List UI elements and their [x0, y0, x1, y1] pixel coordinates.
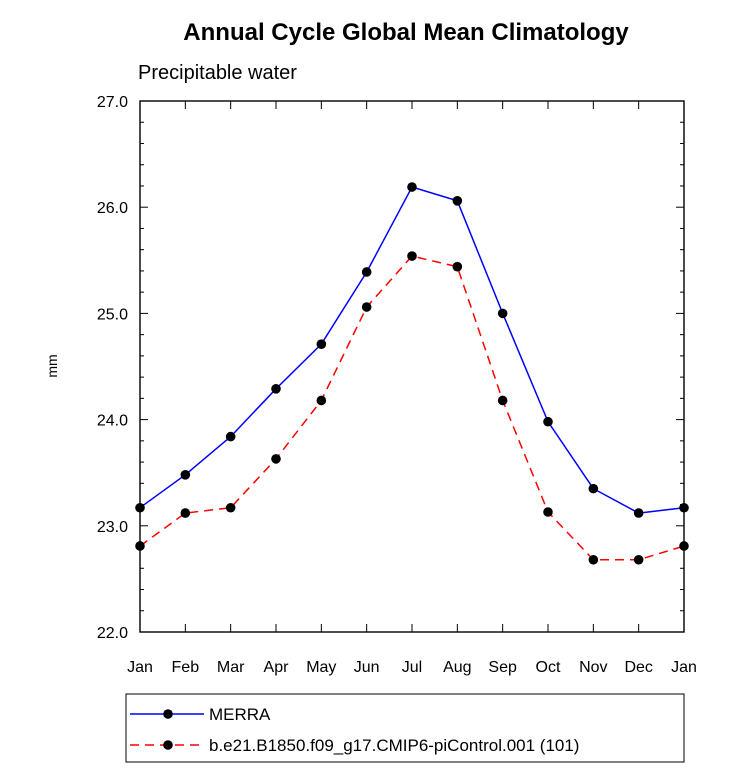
series-layer — [135, 182, 689, 565]
data-point — [361, 267, 372, 277]
y-axis-label: mm — [44, 354, 60, 377]
data-point — [452, 261, 463, 272]
axis-ticks — [139, 100, 685, 633]
data-point — [497, 395, 508, 406]
data-point — [679, 541, 689, 551]
data-point — [180, 508, 191, 518]
x-tick-label: Nov — [579, 659, 607, 676]
x-tick-label: Aug — [443, 659, 471, 676]
data-point — [271, 454, 281, 464]
data-point — [135, 502, 145, 513]
chart-title: Annual Cycle Global Mean Climatology — [183, 19, 629, 46]
x-tick-label: Jun — [354, 659, 380, 676]
data-point — [452, 196, 463, 206]
legend-box — [125, 693, 685, 763]
data-point — [407, 182, 417, 192]
x-tick-label: Dec — [624, 659, 652, 676]
series-line-1 — [139, 186, 685, 514]
legend: MERRA b.e21.B1850.f09_g17.CMIP6-piControl… — [130, 705, 579, 755]
x-tick-label: Jul — [402, 659, 422, 676]
y-tick-label: 24.0 — [97, 413, 128, 430]
y-tick-label: 25.0 — [97, 306, 128, 323]
x-tick-label: Apr — [264, 659, 290, 676]
chart-subtitle: Precipitable water — [138, 62, 297, 84]
plot-frame — [139, 100, 685, 633]
data-point — [497, 308, 508, 319]
data-point — [135, 541, 145, 551]
y-tick-label: 22.0 — [97, 625, 128, 642]
data-point — [543, 507, 553, 517]
x-tick-label: Jan — [127, 659, 153, 676]
x-tick-label: Sep — [488, 659, 517, 676]
legend-label-1: MERRA — [209, 705, 271, 724]
x-tick-label: Mar — [217, 659, 245, 676]
x-tick-labels: Jan Feb Mar Apr May Jun Jul Aug Sep Oct Nov Dec Jan — [127, 659, 697, 676]
y-tick-label: 23.0 — [97, 519, 128, 536]
data-point — [588, 483, 599, 494]
legend-label-2: b.e21.B1850.f09_g17.CMIP6-piControl.001 … — [209, 736, 579, 755]
data-point — [407, 251, 417, 261]
legend-marker-1 — [163, 709, 173, 719]
data-point — [271, 384, 281, 394]
data-point — [679, 502, 689, 513]
data-point — [316, 395, 327, 406]
data-point — [588, 554, 599, 565]
legend-marker-2 — [163, 740, 173, 750]
y-tick-labels: 22.0 23.0 24.0 25.0 26.0 27.0 — [97, 94, 128, 642]
data-point — [633, 508, 644, 518]
x-tick-label: Feb — [172, 659, 200, 676]
series-line-2 — [139, 255, 685, 561]
data-point — [361, 302, 372, 312]
x-tick-label: May — [306, 659, 336, 676]
y-tick-label: 26.0 — [97, 200, 128, 217]
x-tick-label: Oct — [536, 659, 561, 676]
x-tick-label: Jan — [671, 659, 697, 676]
data-point — [225, 431, 236, 442]
data-point — [180, 470, 191, 480]
data-point — [225, 502, 236, 513]
data-point — [316, 339, 327, 349]
data-point — [633, 554, 644, 565]
data-point — [543, 416, 553, 427]
y-tick-label: 27.0 — [97, 94, 128, 111]
